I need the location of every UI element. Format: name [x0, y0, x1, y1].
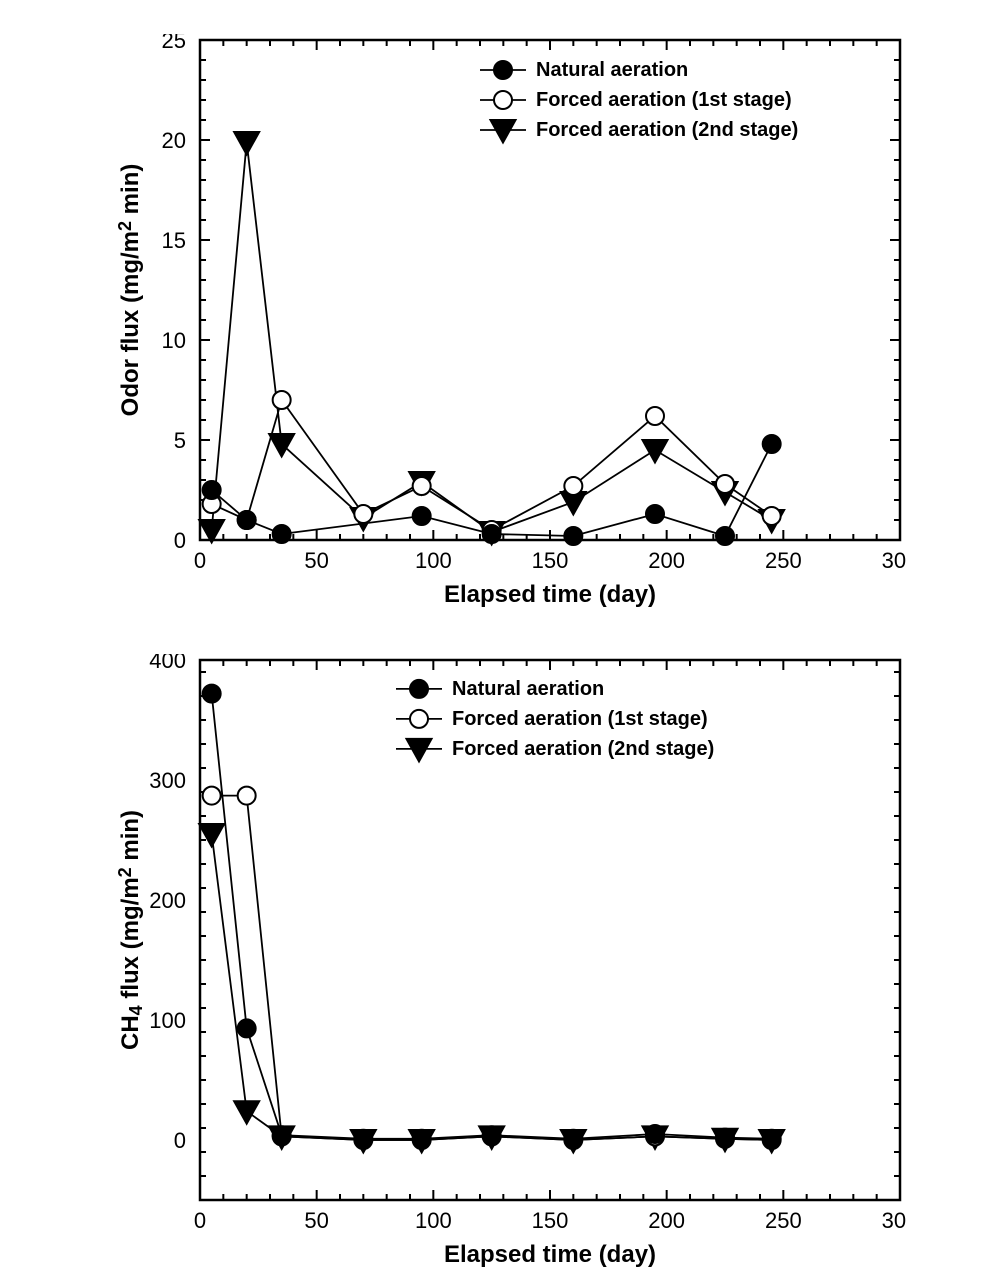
- y-tick-label: 10: [162, 328, 186, 353]
- x-tick-label: 100: [415, 1208, 452, 1233]
- x-tick-label: 150: [532, 1208, 569, 1233]
- series-line-forced1: [212, 796, 772, 1140]
- series-markers-forced1: [203, 391, 781, 539]
- y-axis-label: Odor flux (mg/m2 min): [115, 164, 144, 417]
- series-markers-forced1: [203, 787, 781, 1149]
- y-tick-label: 100: [149, 1008, 186, 1033]
- legend-label-forced2: Forced aeration (2nd stage): [452, 738, 714, 760]
- legend: Natural aeration Forced aeration (1st sta…: [480, 59, 798, 143]
- y-tick-label: 15: [162, 228, 186, 253]
- y-tick-label: 0: [174, 1128, 186, 1153]
- x-tick-label: 250: [765, 1208, 802, 1233]
- legend-label-forced1: Forced aeration (1st stage): [452, 708, 708, 730]
- x-tick-label: 0: [194, 548, 206, 573]
- chart-panel-top: Natural aeration Forced aeration (1st sta…: [110, 34, 906, 620]
- x-tick-label: 200: [648, 1208, 685, 1233]
- x-axis-label: Elapsed time (day): [444, 581, 656, 608]
- x-tick-label: 300: [882, 1208, 906, 1233]
- series-markers-forced2: [199, 132, 784, 545]
- legend-label-forced2: Forced aeration (2nd stage): [536, 119, 798, 141]
- y-tick-label: 400: [149, 654, 186, 673]
- x-tick-label: 250: [765, 548, 802, 573]
- y-axis-label: CH4 flux (mg/m2 min): [115, 810, 146, 1050]
- x-tick-label: 50: [304, 548, 328, 573]
- series-line-natural: [212, 694, 772, 1139]
- x-tick-label: 150: [532, 548, 569, 573]
- series-line-forced2: [212, 834, 772, 1140]
- x-tick-label: 100: [415, 548, 452, 573]
- y-tick-label: 200: [149, 888, 186, 913]
- y-tick-label: 20: [162, 128, 186, 153]
- y-tick-label: 300: [149, 768, 186, 793]
- legend: Natural aeration Forced aeration (1st sta…: [396, 678, 714, 762]
- x-tick-label: 50: [304, 1208, 328, 1233]
- x-tick-label: 200: [648, 548, 685, 573]
- legend-label-natural: Natural aeration: [536, 59, 688, 81]
- series-line-forced2: [212, 142, 772, 532]
- x-tick-label: 0: [194, 1208, 206, 1233]
- y-tick-label: 25: [162, 34, 186, 53]
- x-axis-label: Elapsed time (day): [444, 1241, 656, 1268]
- y-tick-label: 5: [174, 428, 186, 453]
- y-tick-label: 0: [174, 528, 186, 553]
- x-tick-label: 300: [882, 548, 906, 573]
- chart-panel-bottom: Natural aeration Forced aeration (1st sta…: [110, 654, 906, 1280]
- series-markers-forced2: [199, 824, 784, 1153]
- legend-label-forced1: Forced aeration (1st stage): [536, 89, 792, 111]
- series-line-forced1: [212, 400, 772, 530]
- legend-label-natural: Natural aeration: [452, 678, 604, 700]
